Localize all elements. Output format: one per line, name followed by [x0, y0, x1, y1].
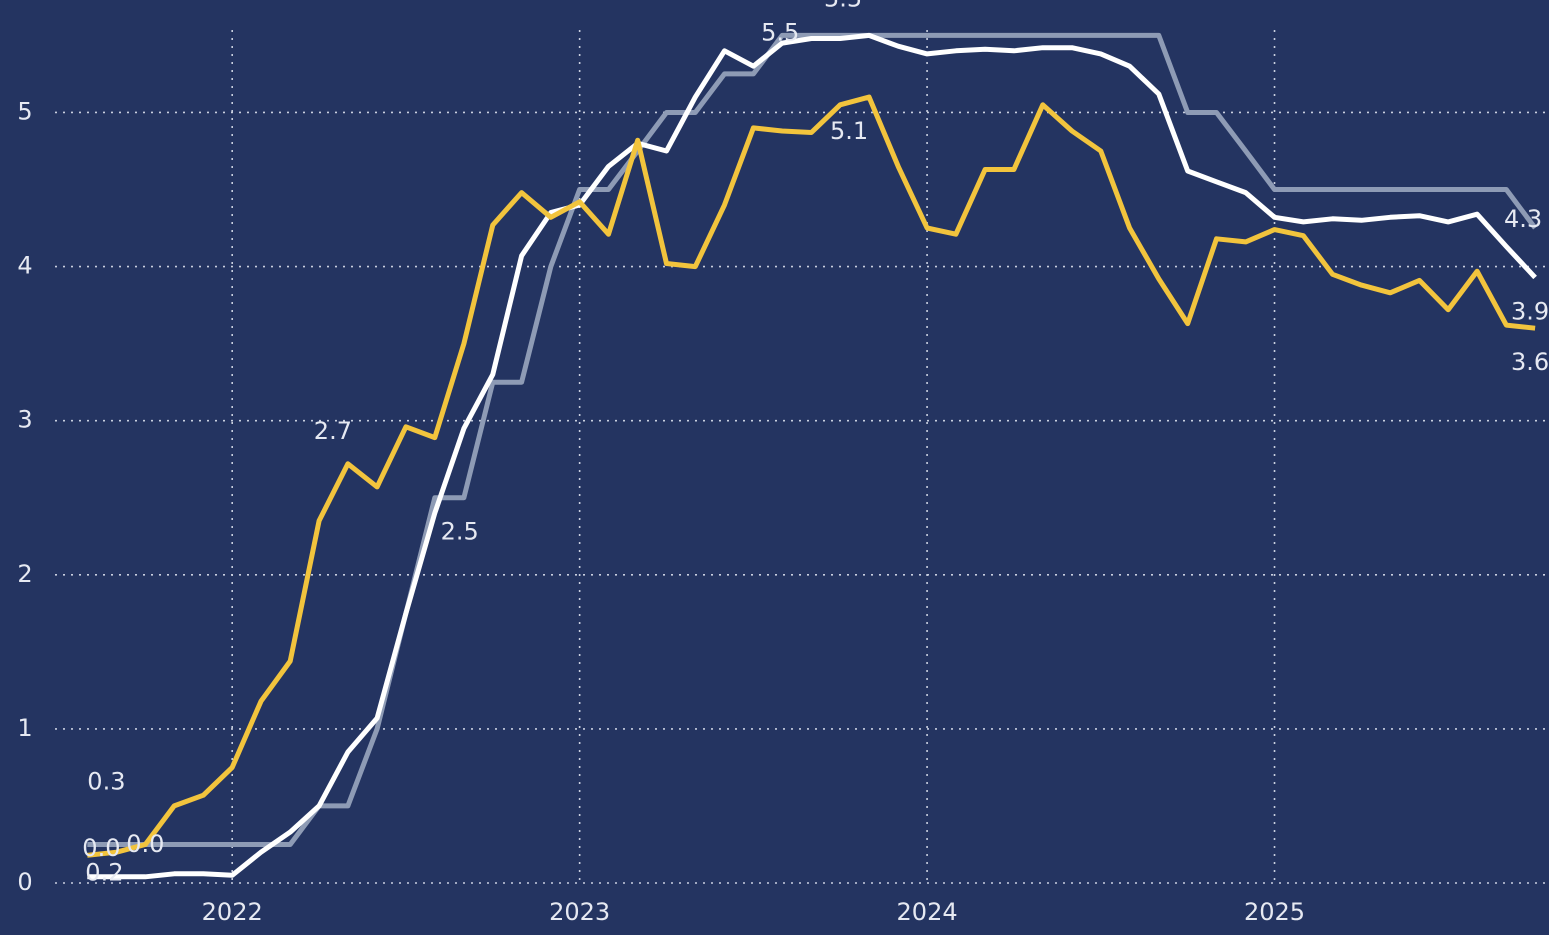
x-tick-label: 2024 [897, 898, 958, 926]
y-tick-label: 4 [17, 252, 32, 280]
y-tick-label: 1 [17, 714, 32, 742]
x-tick-label: 2025 [1244, 898, 1305, 926]
x-tick-label: 2023 [549, 898, 610, 926]
data-label: 2.7 [314, 417, 352, 445]
data-label: 5.5 [824, 0, 862, 12]
y-tick-label: 0 [17, 868, 32, 896]
line-series [87, 94, 1536, 858]
line-series [87, 32, 1537, 880]
data-label: 5.1 [830, 117, 868, 145]
x-tick-label: 2022 [202, 898, 263, 926]
data-label: 0.3 [87, 767, 125, 795]
y-tick-label: 2 [17, 560, 32, 588]
data-label: 3.9 [1511, 297, 1549, 325]
data-label: 0.2 [85, 858, 123, 886]
data-label: 2.5 [441, 518, 479, 546]
data-label: 0.0 [126, 830, 164, 858]
data-label: 4.3 [1504, 205, 1542, 233]
y-tick-label: 3 [17, 406, 32, 434]
data-label: 5.5 [761, 18, 799, 46]
data-label: 0.0 [82, 834, 120, 862]
y-tick-label: 5 [17, 97, 32, 125]
data-label: 3.6 [1511, 348, 1549, 376]
line-series [87, 32, 1538, 847]
